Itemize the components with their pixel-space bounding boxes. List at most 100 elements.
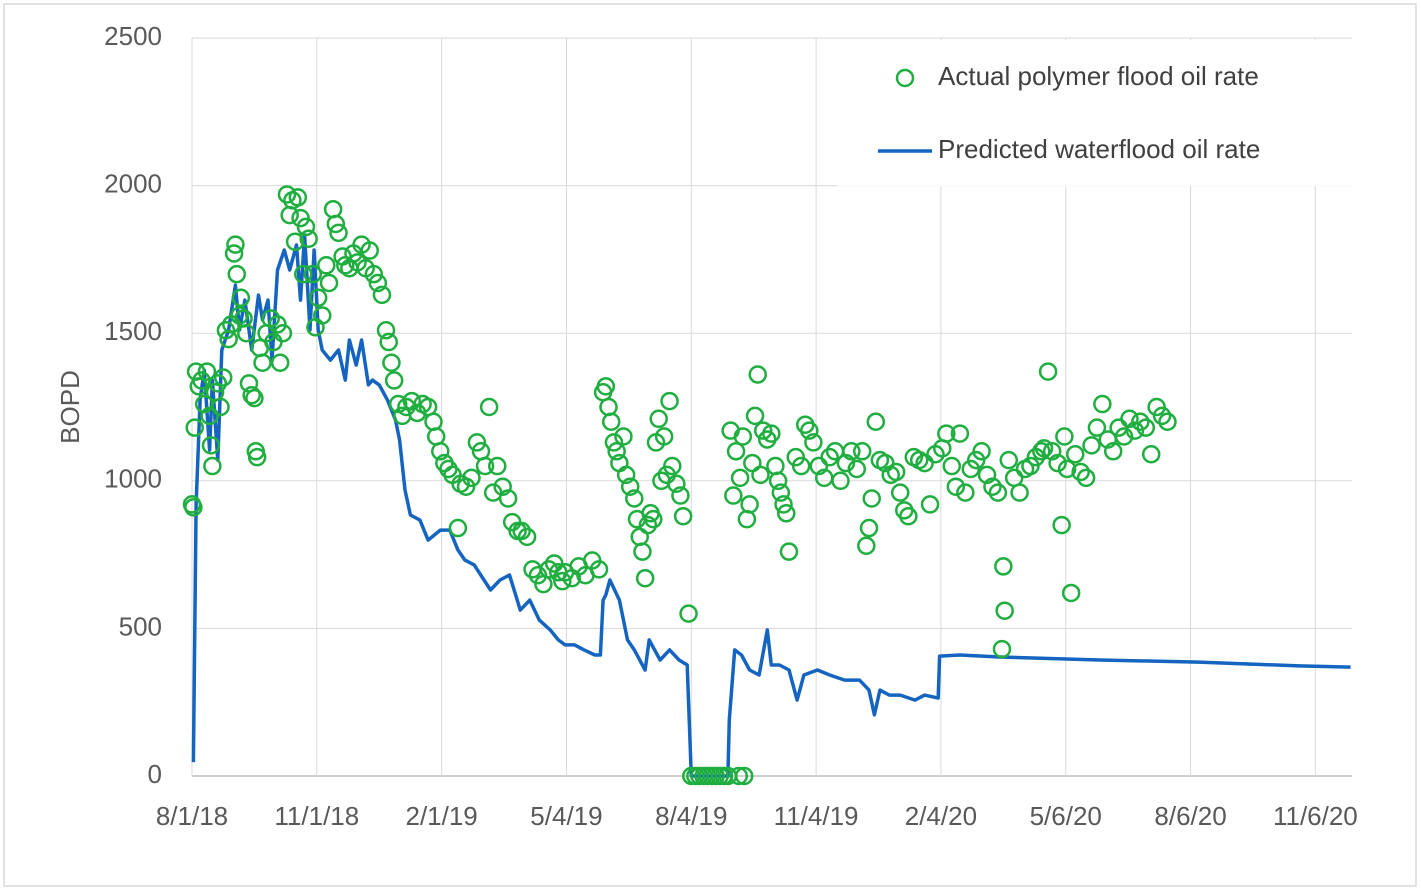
data-point bbox=[730, 468, 750, 488]
data-point bbox=[886, 462, 906, 482]
data-point bbox=[294, 264, 313, 284]
data-point bbox=[635, 568, 655, 588]
legend: Actual polymer flood oil rate Predicted w… bbox=[838, 40, 1352, 186]
data-point bbox=[920, 495, 940, 514]
data-point bbox=[1055, 427, 1074, 446]
data-point bbox=[740, 495, 759, 514]
data-point bbox=[724, 486, 743, 505]
y-tick-label: 2000 bbox=[104, 168, 162, 198]
data-point bbox=[972, 442, 991, 461]
data-point bbox=[791, 456, 811, 476]
y-axis-label: BOPD bbox=[55, 370, 85, 444]
legend-marker bbox=[895, 68, 915, 88]
data-point bbox=[1076, 468, 1096, 488]
x-tick-label: 5/4/19 bbox=[530, 801, 602, 831]
data-point bbox=[899, 506, 918, 526]
data-point bbox=[368, 273, 388, 293]
data-point bbox=[277, 185, 297, 204]
y-tick-label: 2500 bbox=[104, 21, 162, 51]
data-point bbox=[660, 391, 679, 411]
data-point bbox=[751, 465, 770, 485]
data-point bbox=[388, 394, 408, 414]
data-point bbox=[237, 323, 256, 343]
data-point bbox=[1114, 427, 1134, 446]
data-point bbox=[800, 421, 819, 440]
data-point bbox=[671, 486, 690, 505]
data-point bbox=[852, 442, 872, 461]
data-point bbox=[831, 471, 850, 491]
x-tick-label: 11/1/18 bbox=[274, 801, 359, 831]
data-point bbox=[638, 515, 658, 535]
data-point bbox=[937, 424, 956, 443]
data-point bbox=[820, 447, 839, 467]
data-point bbox=[247, 447, 267, 467]
data-point bbox=[184, 498, 203, 517]
data-point bbox=[983, 477, 1002, 496]
data-point bbox=[995, 601, 1014, 620]
legend-label: Actual polymer flood oil rate bbox=[938, 61, 1259, 91]
data-point bbox=[745, 406, 765, 426]
data-point bbox=[1048, 453, 1067, 473]
data-point bbox=[1071, 462, 1090, 482]
data-point bbox=[197, 362, 217, 381]
data-point bbox=[1061, 583, 1081, 603]
legend-box bbox=[838, 40, 1352, 186]
data-point bbox=[1131, 412, 1150, 432]
data-point bbox=[866, 412, 886, 432]
data-point bbox=[296, 217, 316, 237]
data-point bbox=[733, 427, 753, 446]
data-point bbox=[299, 229, 318, 248]
data-point bbox=[372, 285, 392, 305]
data-point bbox=[633, 542, 652, 561]
data-point bbox=[649, 409, 668, 429]
data-point bbox=[601, 412, 621, 432]
data-line bbox=[191, 233, 1351, 778]
data-point bbox=[1087, 418, 1107, 437]
data-point bbox=[1032, 442, 1051, 461]
x-tick-label: 8/1/18 bbox=[156, 801, 228, 831]
data-point bbox=[1158, 412, 1177, 432]
data-point bbox=[589, 560, 609, 579]
data-point bbox=[201, 436, 221, 455]
data-point bbox=[890, 483, 910, 502]
data-point bbox=[360, 241, 379, 260]
data-point bbox=[226, 235, 245, 254]
data-point bbox=[654, 427, 674, 446]
data-point bbox=[847, 459, 867, 479]
data-point bbox=[231, 288, 251, 308]
data-point bbox=[230, 306, 249, 325]
legend-label: Predicted waterflood oil rate bbox=[938, 134, 1260, 164]
data-point bbox=[431, 442, 450, 461]
data-point bbox=[376, 320, 396, 340]
data-point bbox=[319, 273, 339, 293]
data-point bbox=[859, 518, 879, 538]
data-point bbox=[303, 264, 322, 284]
data-point bbox=[1093, 394, 1112, 414]
data-point bbox=[768, 471, 788, 491]
data-point bbox=[285, 232, 305, 251]
data-point bbox=[273, 323, 293, 343]
data-point bbox=[1152, 406, 1172, 426]
data-point bbox=[1057, 459, 1077, 479]
data-point bbox=[329, 223, 348, 243]
data-point bbox=[762, 424, 781, 443]
data-point bbox=[1136, 418, 1156, 437]
data-point bbox=[857, 536, 876, 555]
data-point bbox=[211, 397, 230, 417]
data-point bbox=[185, 418, 204, 437]
data-point bbox=[1120, 409, 1139, 429]
data-point bbox=[213, 368, 233, 387]
data-point bbox=[1010, 483, 1029, 502]
data-point bbox=[616, 465, 636, 485]
x-tick-label: 2/4/20 bbox=[905, 801, 977, 831]
data-point bbox=[493, 477, 512, 496]
data-point bbox=[607, 442, 626, 461]
data-point bbox=[774, 495, 793, 514]
data-point bbox=[625, 489, 644, 508]
data-point bbox=[245, 388, 264, 408]
data-point bbox=[999, 450, 1018, 470]
data-point bbox=[876, 453, 895, 473]
data-point bbox=[809, 456, 829, 476]
data-point bbox=[942, 456, 962, 476]
